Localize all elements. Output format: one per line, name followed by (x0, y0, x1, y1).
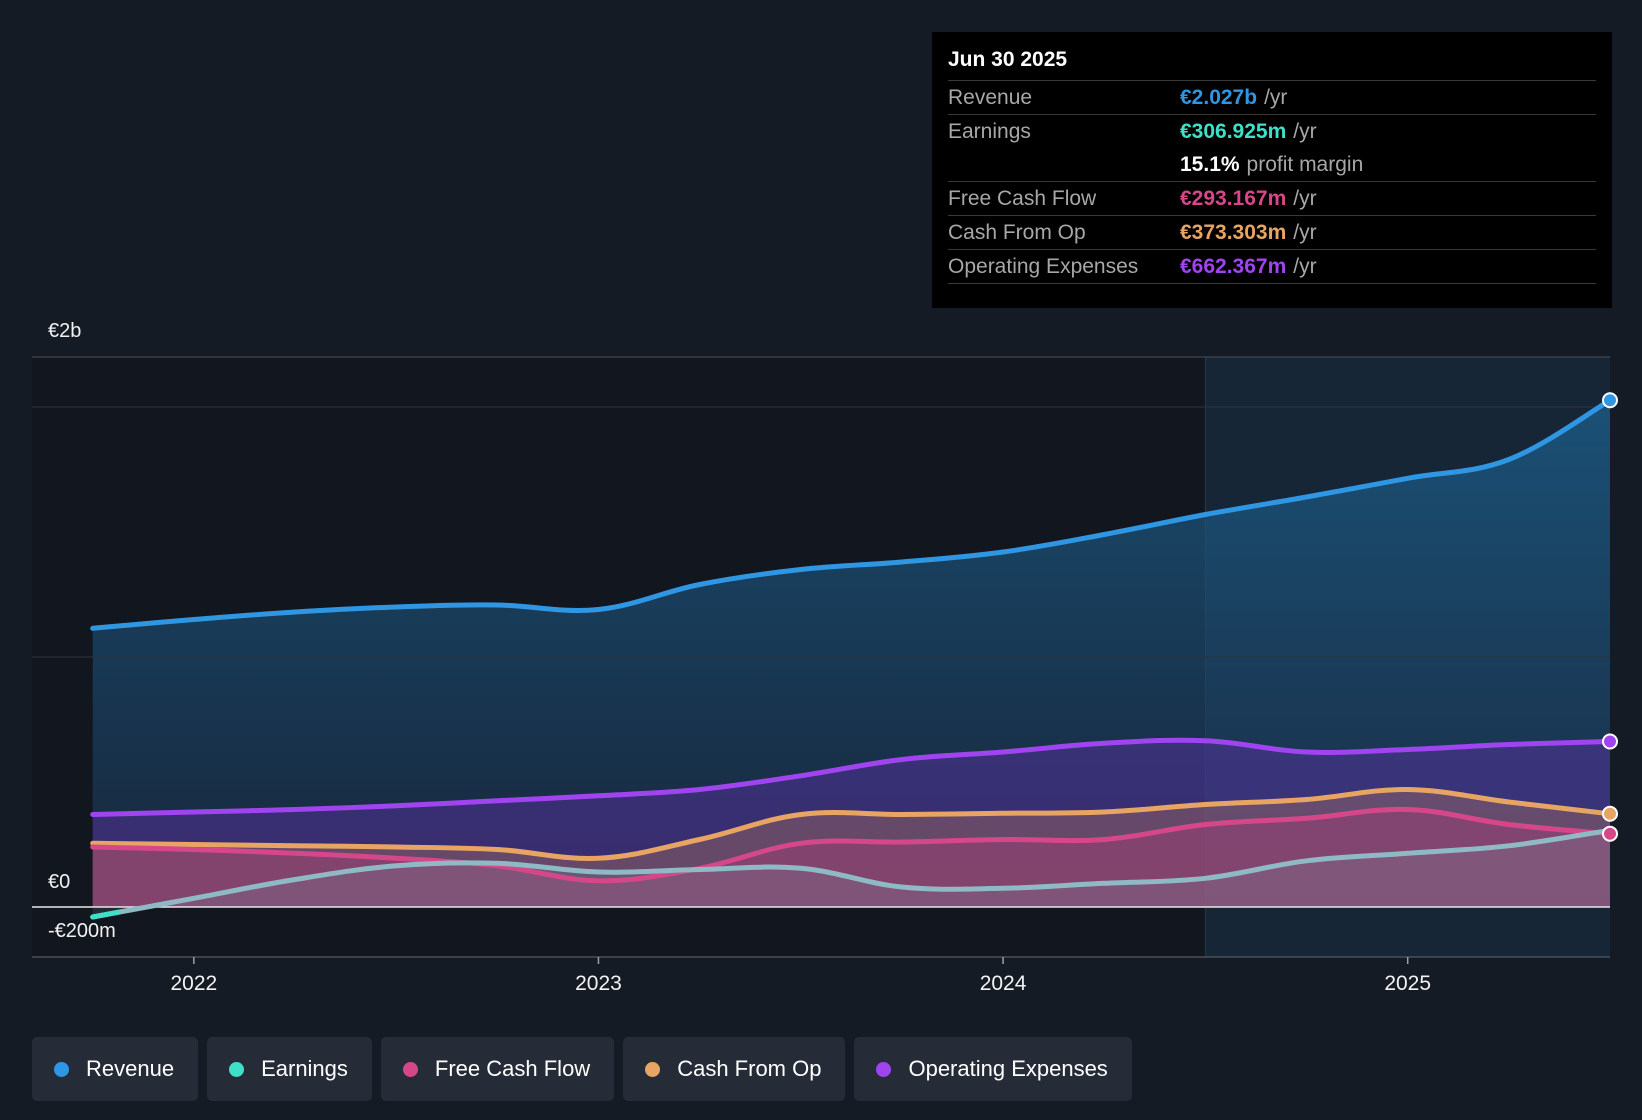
endpoint-revenue (1602, 392, 1618, 409)
tooltip-earnings-label: Earnings (948, 119, 1031, 143)
tooltip-opex-unit: /yr (1293, 254, 1317, 278)
tooltip-profit-margin-text: profit margin (1246, 152, 1364, 176)
x-tick-label-2025: 2025 (1384, 972, 1431, 995)
tooltip-revenue-unit: /yr (1264, 85, 1288, 109)
legend-item-operating-expenses[interactable]: Operating Expenses (854, 1037, 1132, 1101)
x-axis-ticks: 2022 2023 2024 2025 (170, 957, 1431, 995)
line-revenue (90, 397, 1613, 631)
tooltip-cfo-value: €373.303m (1180, 220, 1287, 244)
tooltip-fcf-value: €293.167m (1180, 186, 1287, 210)
y-axis-label-0: €0 (48, 871, 71, 893)
tooltip-revenue-value: €2.027b (1180, 85, 1258, 109)
x-tick-label-2023: 2023 (575, 972, 622, 995)
area-free-cash-flow (92, 809, 1611, 907)
legend-label-free-cash-flow: Free Cash Flow (434, 1056, 591, 1081)
area-cash-from-op (92, 789, 1611, 907)
tooltip-fcf-label: Free Cash Flow (948, 186, 1097, 210)
tooltip-row-cfo: Cash From Op €373.303m /yr (948, 216, 1596, 250)
tooltip-row-revenue: Revenue €2.027b /yr (948, 81, 1596, 115)
series-endpoints (1602, 392, 1618, 842)
legend-item-earnings[interactable]: Earnings (207, 1037, 372, 1101)
tooltip-cfo-label: Cash From Op (948, 220, 1086, 244)
tooltip-row-fcf: Free Cash Flow €293.167m /yr (948, 182, 1596, 216)
area-revenue (92, 400, 1611, 907)
data-tooltip: Jun 30 2025 Revenue €2.027b /yr Earnings… (932, 32, 1612, 308)
endpoint-operating-expenses (1602, 733, 1618, 750)
tooltip-opex-value: €662.367m (1180, 254, 1287, 278)
legend-label-revenue: Revenue (86, 1056, 175, 1081)
tooltip-revenue-label: Revenue (948, 85, 1033, 109)
series-lines (90, 397, 1613, 920)
y-axis-label-2b: €2b (48, 320, 82, 342)
legend-dot-operating-expenses-icon (876, 1061, 892, 1077)
tooltip-row-opex: Operating Expenses €662.367m /yr (948, 250, 1596, 284)
legend-dot-cash-from-op-icon (645, 1061, 661, 1077)
legend-item-cash-from-op[interactable]: Cash From Op (623, 1037, 846, 1101)
tooltip-earnings-value: €306.925m (1180, 119, 1287, 143)
endpoint-cash-from-op (1602, 805, 1618, 822)
legend-dot-free-cash-flow-icon (402, 1061, 418, 1077)
legend-dot-revenue-icon (54, 1061, 69, 1077)
gridlines (32, 356, 1610, 958)
tooltip-fcf-unit: /yr (1293, 186, 1317, 210)
y-axis-label-neg200m: -€200m (48, 920, 116, 942)
legend-label-earnings: Earnings (261, 1056, 348, 1081)
legend: Revenue Earnings Free Cash Flow Cash Fro… (32, 1037, 1132, 1101)
tooltip-date: Jun 30 2025 (948, 46, 1596, 81)
legend-dot-earnings-icon (229, 1061, 245, 1077)
tooltip-row-earnings: Earnings €306.925m /yr (948, 115, 1596, 148)
series-areas (92, 400, 1611, 917)
line-operating-expenses (90, 737, 1613, 817)
area-earnings (92, 830, 1611, 917)
legend-item-revenue[interactable]: Revenue (32, 1037, 199, 1101)
tooltip-profit-margin-value: 15.1% (1180, 152, 1240, 176)
x-tick-label-2024: 2024 (980, 972, 1027, 995)
legend-item-free-cash-flow[interactable]: Free Cash Flow (380, 1037, 615, 1101)
legend-label-cash-from-op: Cash From Op (677, 1056, 822, 1081)
line-free-cash-flow (90, 806, 1613, 884)
tooltip-cfo-unit: /yr (1293, 220, 1317, 244)
endpoint-free-cash-flow (1602, 825, 1618, 842)
legend-label-operating-expenses: Operating Expenses (908, 1056, 1108, 1081)
tooltip-opex-label: Operating Expenses (948, 254, 1139, 278)
line-earnings (90, 827, 1613, 920)
tooltip-earnings-unit: /yr (1293, 119, 1317, 143)
line-earnings-start (90, 909, 121, 920)
line-cash-from-op (90, 786, 1613, 862)
x-tick-label-2022: 2022 (170, 972, 217, 995)
tooltip-row-profit-margin: 15.1% profit margin (948, 148, 1596, 182)
